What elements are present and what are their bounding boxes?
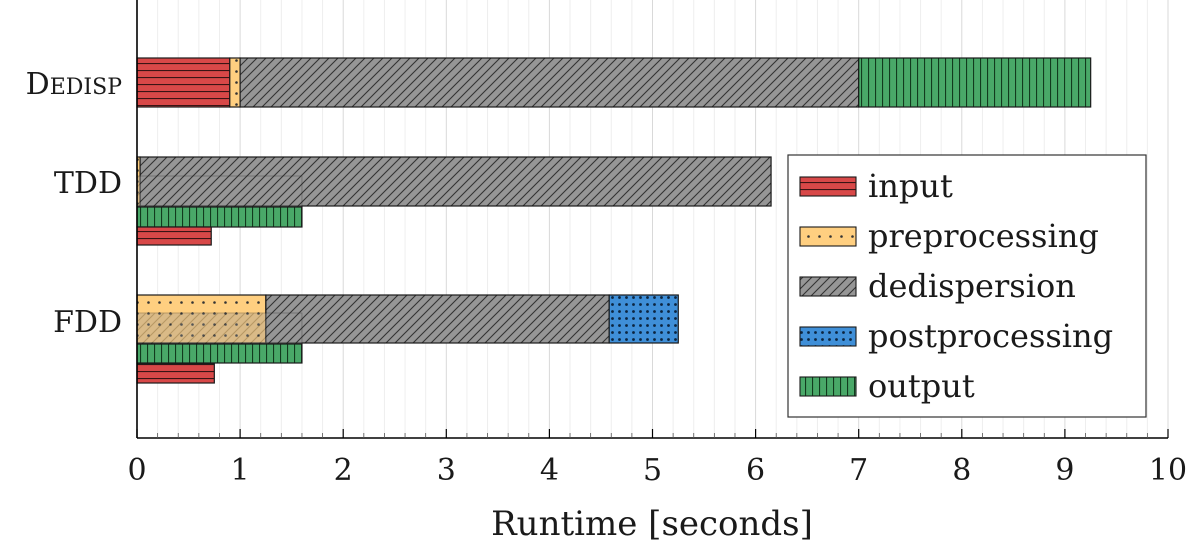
bar-tdd-output [136,206,303,228]
legend-label-input: input [868,167,953,205]
x-tick-label: 5 [643,453,662,488]
legend-swatch-dedispersion [799,276,857,297]
category-label-dedisp: DEDISP [26,67,123,102]
legend-swatch-input [799,176,857,197]
bar-tdd-input [136,226,212,246]
bar-tdd-dedispersion [136,175,303,209]
x-axis-label: Runtime [seconds] [491,504,813,544]
bar-dedisp-input [136,57,231,108]
legend-swatch-output [799,376,857,397]
x-tick-label: 4 [540,453,559,488]
x-tick-label: 2 [334,453,353,488]
bar-dedisp-preprocessing [229,57,241,108]
legend-label-preprocessing: preprocessing [868,217,1099,255]
x-tick-label: 10 [1149,453,1187,488]
bar-fdd-dedispersion [265,294,610,344]
legend-label-dedispersion: dedispersion [868,267,1076,305]
x-tick-label: 3 [437,453,456,488]
legend-swatch-preprocessing [799,226,857,247]
axes: 0 1 2 3 4 5 6 7 8 9 10 DEDISP TDD FDD [26,0,1187,488]
bar-fdd-output [136,343,303,364]
bar-fdd-dedispersion [136,312,303,347]
category-label-fdd: FDD [53,305,122,340]
bar-fdd-postprocessing [608,294,679,344]
bars [136,57,1092,384]
legend-label-postprocessing: postprocessing [868,317,1113,355]
legend-swatch-postprocessing [799,326,857,347]
x-tick-label: 0 [127,453,146,488]
x-tick-label: 8 [952,453,971,488]
x-tick-label: 1 [231,453,250,488]
legend-label-output: output [868,367,975,405]
x-tick-label: 7 [849,453,868,488]
bar-dedisp-dedispersion [239,57,860,108]
x-tick-label: 6 [746,453,765,488]
bar-dedisp-output [858,57,1092,108]
category-label-tdd: TDD [54,166,122,201]
bar-fdd-input [136,363,215,384]
legend: input preprocessing dedispersion postproces… [787,154,1147,418]
x-tick-label: 9 [1055,453,1074,488]
